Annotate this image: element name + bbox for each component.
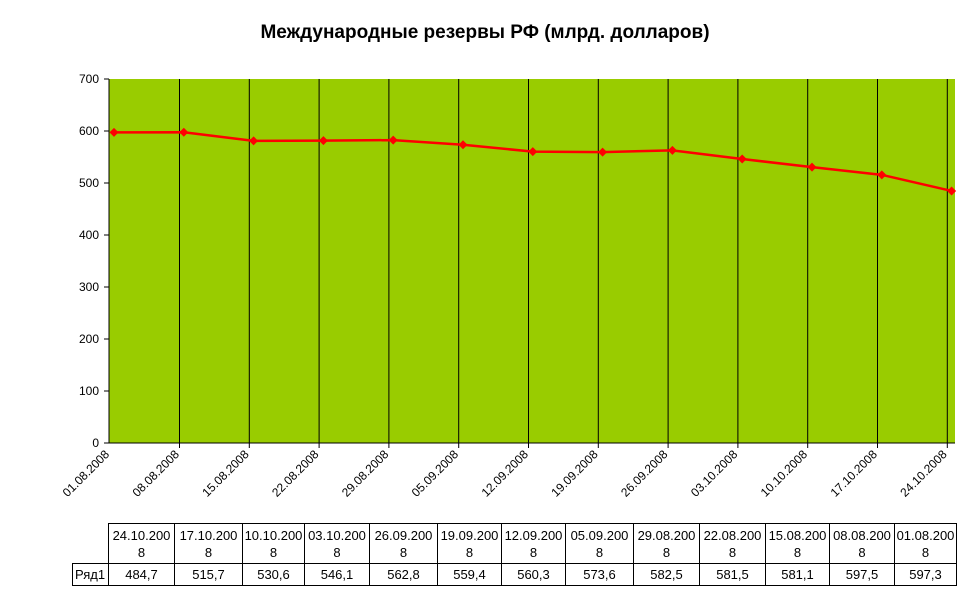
table-header-cell: 05.09.200 8 <box>565 523 634 564</box>
table-header-text: 8 <box>793 544 802 560</box>
table-header-cell: 01.08.200 8 <box>894 523 957 564</box>
table-value-cell: 582,5 <box>633 563 700 586</box>
table-header-text: 8 <box>333 544 341 560</box>
table-header-cell: 15.08.200 8 <box>765 523 830 564</box>
x-axis-ticks: 01.08.2008 08.08.2008 15.08.2008 22.08.2008… <box>60 443 950 500</box>
data-point-marker <box>109 127 119 137</box>
table-header-text: 15.08.200 <box>768 527 827 543</box>
data-point-marker <box>947 186 957 196</box>
data-table: 24.10.200 8 17.10.200 8 10.10.200 8 03.10.200 8… <box>72 523 957 586</box>
y-tick-label: 300 <box>79 280 99 294</box>
table-header-cell: 17.10.200 8 <box>174 523 243 564</box>
table-value-cell: 546,1 <box>304 563 370 586</box>
table-value-cell: 581,1 <box>765 563 830 586</box>
y-axis-ticks: 0 100 200 300 400 500 600 700 <box>79 72 109 450</box>
table-header-cell: 10.10.200 8 <box>242 523 305 564</box>
table-header-text: 8 <box>204 544 213 560</box>
table-header-row: 24.10.200 8 17.10.200 8 10.10.200 8 03.10.200 8… <box>73 523 957 564</box>
table-header-text: 03.10.200 <box>308 527 366 543</box>
series-layer <box>109 127 957 196</box>
data-point-marker <box>877 170 887 180</box>
y-tick-label: 200 <box>79 332 99 346</box>
x-tick-label: 26.09.2008 <box>618 447 671 500</box>
table-corner <box>73 524 109 564</box>
table-header-cell: 24.10.200 8 <box>108 523 175 564</box>
table-header-text: 8 <box>269 544 278 560</box>
x-tick-label: 22.08.2008 <box>269 447 322 500</box>
table-header-text: 29.08.200 <box>637 527 696 543</box>
table-header-text: 12.09.200 <box>504 527 563 543</box>
table-header-text: 8 <box>399 544 408 560</box>
data-point-marker <box>318 136 328 146</box>
chart-title: Международные резервы РФ (млрд. долларов… <box>260 22 710 43</box>
table-header-text: 8 <box>137 544 146 560</box>
table-header-text: 05.09.200 <box>570 527 629 543</box>
plot-area <box>109 79 955 443</box>
table-header-text: 08.08.200 <box>833 527 891 543</box>
data-point-marker <box>807 162 817 172</box>
table-header-text: 10.10.200 <box>244 527 303 543</box>
vertical-gridlines <box>179 79 948 443</box>
x-tick-label: 12.09.2008 <box>479 447 532 500</box>
x-tick-label: 05.09.2008 <box>409 447 462 500</box>
table-header-text: 8 <box>728 544 737 560</box>
table-header-cell: 29.08.200 8 <box>633 523 700 564</box>
table-header-text: 8 <box>921 544 930 560</box>
table-value-row: Ряд1 484,7 515,7 530,6 546,1 562,8 559,4 560,3… <box>72 563 957 586</box>
table-header-cell: 19.09.200 8 <box>437 523 502 564</box>
data-point-marker <box>388 135 398 145</box>
table-value-cell: 562,8 <box>369 563 438 586</box>
y-tick-label: 700 <box>79 72 99 86</box>
table-header-text: 8 <box>529 544 538 560</box>
x-tick-label: 24.10.2008 <box>897 447 950 500</box>
axes <box>108 79 955 444</box>
line-chart: 0 100 200 300 400 500 600 700 01.08.2008 08.08.2… <box>60 72 957 500</box>
x-tick-label: 10.10.2008 <box>758 447 811 500</box>
table-value-cell: 581,5 <box>699 563 766 586</box>
y-tick-label: 100 <box>79 384 99 398</box>
data-point-marker <box>598 147 608 157</box>
data-point-marker <box>249 136 259 146</box>
table-header-cell: 26.09.200 8 <box>369 523 438 564</box>
table-value-cell: 573,6 <box>565 563 634 586</box>
table-header-text: 26.09.200 <box>374 527 433 543</box>
x-tick-label: 01.08.2008 <box>60 447 113 500</box>
table-header-text: 8 <box>858 544 866 560</box>
x-tick-label: 08.08.2008 <box>130 447 183 500</box>
data-point-marker <box>458 140 468 150</box>
table-header-text: 19.09.200 <box>440 527 499 543</box>
x-tick-label: 29.08.2008 <box>339 447 392 500</box>
table-value-cell: 515,7 <box>174 563 243 586</box>
table-header-text: 24.10.200 <box>112 527 171 543</box>
table-value-cell: 597,3 <box>894 563 957 586</box>
table-header-cell: 03.10.200 8 <box>304 523 370 564</box>
y-tick-label: 600 <box>79 124 99 138</box>
table-header-text: 8 <box>662 544 671 560</box>
x-tick-label: 19.09.2008 <box>548 447 601 500</box>
data-point-marker <box>528 147 538 157</box>
y-tick-label: 400 <box>79 228 99 242</box>
y-tick-label: 500 <box>79 176 99 190</box>
y-tick-label: 0 <box>92 436 99 450</box>
table-header-text: 17.10.200 <box>179 527 238 543</box>
data-point-marker <box>667 145 677 155</box>
table-header-text: 22.08.200 <box>703 527 762 543</box>
table-header-cell: 12.09.200 8 <box>501 523 566 564</box>
table-header-text: 01.08.200 <box>896 527 955 543</box>
table-header-text: 8 <box>595 544 604 560</box>
table-header-cell: 08.08.200 8 <box>829 523 895 564</box>
table-value-cell: 560,3 <box>501 563 566 586</box>
table-header-cell: 22.08.200 8 <box>699 523 766 564</box>
table-header-text: 8 <box>465 544 474 560</box>
data-point-marker <box>737 154 747 164</box>
data-point-marker <box>179 127 189 137</box>
table-value-cell: 559,4 <box>437 563 502 586</box>
x-tick-label: 03.10.2008 <box>688 447 741 500</box>
x-tick-label: 17.10.2008 <box>828 447 881 500</box>
series-name: Ряд1 <box>72 563 109 586</box>
x-tick-label: 15.08.2008 <box>199 447 252 500</box>
table-value-cell: 484,7 <box>108 563 175 586</box>
table-value-cell: 530,6 <box>242 563 305 586</box>
table-value-cell: 597,5 <box>829 563 895 586</box>
